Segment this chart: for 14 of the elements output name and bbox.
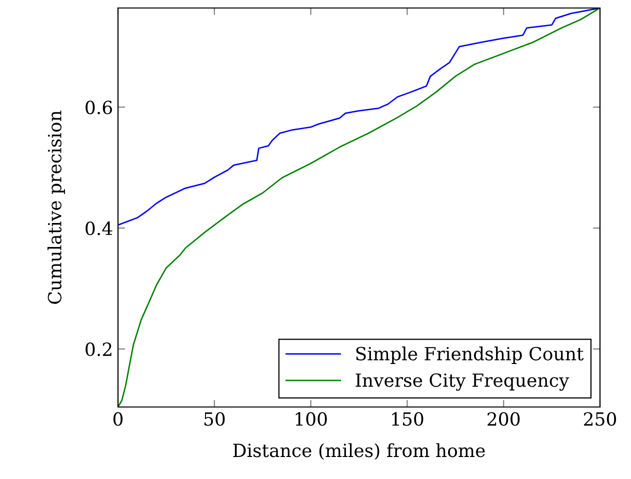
legend-label: Inverse City Frequency: [356, 373, 570, 391]
x-tick-label: 200: [488, 412, 520, 426]
legend-label: Simple Friendship Count: [356, 346, 584, 364]
y-tick-label: 0.4: [86, 222, 112, 236]
y-axis-title: Cumulative precision: [48, 110, 65, 304]
x-tick-label: 250: [584, 412, 616, 426]
y-tick-label: 0.6: [86, 100, 112, 114]
x-tick-label: 150: [392, 412, 424, 426]
x-tick-label: 0: [113, 412, 123, 426]
x-axis-title: Distance (miles) from home: [233, 443, 485, 460]
line-series: [118, 8, 600, 407]
x-tick-label: 50: [204, 412, 225, 426]
y-tick-label: 0.2: [86, 342, 112, 356]
x-tick-label: 100: [296, 412, 327, 426]
